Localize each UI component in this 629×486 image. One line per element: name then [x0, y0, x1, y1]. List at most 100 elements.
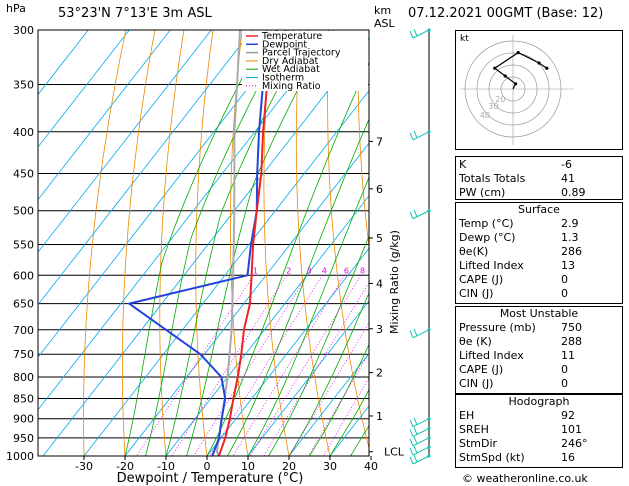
- wind-barb: [409, 436, 430, 447]
- km-tick-6: 6: [376, 183, 383, 196]
- hodograph-panel: kt 40 30 20: [455, 30, 623, 150]
- mixing-ratio-label: 1: [253, 266, 258, 275]
- asl-label: ASL: [374, 17, 395, 30]
- index-value: 286: [561, 245, 582, 258]
- index-label: K: [459, 158, 467, 171]
- index-row: Lifted Index 11: [456, 349, 624, 363]
- index-label: CIN (J): [459, 377, 494, 390]
- wind-barb: [409, 209, 430, 220]
- legend-item: Temperature: [261, 31, 322, 42]
- hodograph-point: [537, 61, 541, 65]
- mixing-ratio-line: [209, 275, 323, 456]
- index-value: 92: [561, 409, 575, 422]
- index-label: θe(K): [459, 245, 489, 258]
- hpa-label: hPa: [6, 2, 26, 15]
- isotherm: [38, 30, 253, 306]
- pressure-tick-1000: 1000: [6, 450, 34, 463]
- index-row: Temp (°C) 2.9: [456, 217, 624, 231]
- hodograph-unit: kt: [460, 34, 469, 44]
- km-label: km: [374, 4, 392, 17]
- wet-adiabat: [206, 61, 369, 456]
- mixing-ratio-line: [249, 275, 361, 456]
- x-tick--10: -10: [157, 460, 175, 473]
- pressure-tick-400: 400: [13, 126, 34, 139]
- index-label: EH: [459, 409, 475, 422]
- index-label: Pressure (mb): [459, 321, 536, 334]
- wind-barb: [409, 328, 430, 339]
- isotherm: [247, 300, 369, 456]
- km-tick-2: 2: [376, 367, 383, 380]
- x-tick-20: 20: [282, 460, 296, 473]
- index-label: Lifted Index: [459, 349, 524, 362]
- wind-marker: [427, 209, 431, 213]
- index-value: 0.89: [561, 186, 586, 199]
- mixing-ratio-label: 6: [344, 266, 349, 275]
- km-tick-3: 3: [376, 323, 383, 336]
- index-row: CIN (J) 0: [456, 287, 624, 301]
- x-tick-10: 10: [241, 460, 255, 473]
- index-value: 1.3: [561, 231, 579, 244]
- index-row: StmDir 246°: [456, 437, 624, 451]
- isotherm: [38, 30, 171, 201]
- x-tick--30: -30: [75, 460, 93, 473]
- most-unstable-title: Most Unstable: [499, 307, 579, 320]
- location-title: 53°23'N 7°13'E 3m ASL: [58, 6, 212, 21]
- index-row: PW (cm) 0.89: [456, 186, 624, 200]
- hodograph-point: [545, 66, 549, 70]
- mixing-ratio-label: 4: [322, 266, 327, 275]
- index-label: StmDir: [459, 437, 498, 450]
- wet-adiabat: [227, 118, 369, 456]
- index-label: CAPE (J): [459, 363, 504, 376]
- mixing-ratio-line: [136, 275, 254, 456]
- index-label: Temp (°C): [459, 217, 514, 230]
- index-row: Totals Totals 41: [456, 172, 624, 186]
- datetime-title: 07.12.2021 00GMT (Base: 12): [408, 6, 604, 21]
- isotherm: [288, 352, 369, 456]
- index-label: CAPE (J): [459, 273, 504, 286]
- dry-adiabat: [159, 30, 185, 456]
- mixing-ratio-label: 10: [370, 266, 380, 275]
- wet-adiabat: [145, 30, 289, 456]
- mixing-ratio-line: [193, 275, 308, 456]
- pressure-tick-300: 300: [13, 24, 34, 37]
- hodograph-indices-title: Hodograph: [508, 395, 570, 408]
- km-tick-4: 4: [376, 277, 383, 290]
- index-row: Dewp (°C) 1.3: [456, 231, 624, 245]
- wind-barb: [409, 28, 430, 39]
- wet-adiabat: [268, 235, 369, 456]
- index-label: PW (cm): [459, 186, 506, 199]
- pressure-tick-750: 750: [13, 348, 34, 361]
- most-unstable-panel: Most Unstable Pressure (mb) 750 θe (K) 288 L…: [455, 306, 623, 394]
- index-row: Lifted Index 13: [456, 259, 624, 273]
- pressure-tick-950: 950: [13, 432, 34, 445]
- pressure-tick-650: 650: [13, 298, 34, 311]
- mixing-ratio-label: 2: [286, 266, 291, 275]
- wind-barb: [409, 445, 430, 456]
- index-value: 11: [561, 349, 575, 362]
- index-value: 0: [561, 363, 568, 376]
- x-tick-40: 40: [364, 460, 378, 473]
- dry-adiabat: [122, 30, 156, 456]
- index-label: Totals Totals: [459, 172, 526, 185]
- pressure-tick-450: 450: [13, 167, 34, 180]
- surface-title: Surface: [518, 203, 560, 216]
- index-label: Lifted Index: [459, 259, 524, 272]
- wet-adiabat: [165, 30, 310, 456]
- mixing-ratio-label: 25: [426, 266, 436, 275]
- index-value: 101: [561, 423, 582, 436]
- legend-item: Wet Adiabat: [262, 64, 320, 75]
- index-row: K -6: [456, 158, 624, 172]
- wet-adiabat: [124, 30, 269, 456]
- temperature-line: [217, 30, 287, 456]
- index-value: 750: [561, 321, 582, 334]
- indices-basic: K -6 Totals Totals 41 PW (cm) 0.89: [455, 156, 623, 200]
- parcel-trajectory-line: [215, 30, 241, 456]
- km-tick-1: 1: [376, 410, 383, 423]
- index-row: SREH 101: [456, 423, 624, 437]
- index-value: 13: [561, 259, 575, 272]
- index-row: EH 92: [456, 409, 624, 423]
- hodograph-point: [516, 51, 520, 55]
- legend-item: Isotherm: [262, 73, 304, 84]
- legend-item: Dewpoint: [262, 39, 307, 50]
